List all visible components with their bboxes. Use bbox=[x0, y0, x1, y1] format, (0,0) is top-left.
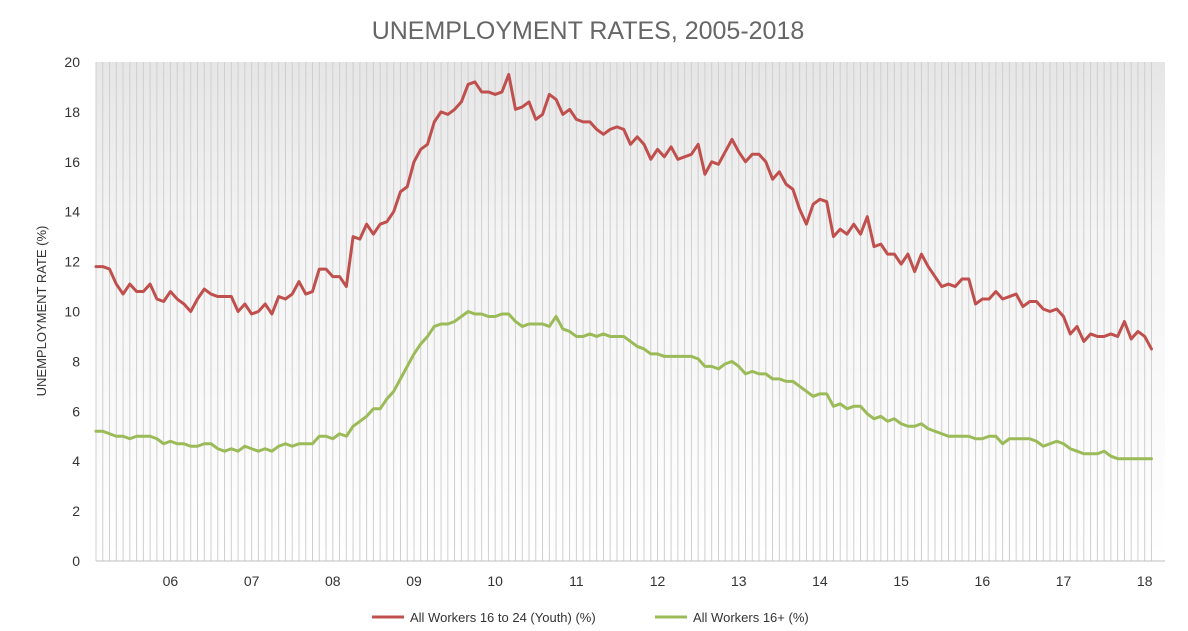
x-tick-label: 14 bbox=[812, 573, 828, 589]
x-tick-label: 10 bbox=[487, 573, 503, 589]
y-tick-label: 16 bbox=[64, 154, 80, 170]
y-tick-label: 4 bbox=[72, 453, 80, 469]
y-tick-label: 18 bbox=[64, 104, 80, 120]
x-tick-label: 07 bbox=[244, 573, 260, 589]
vertical-stripes bbox=[95, 62, 1152, 561]
series-line-youth bbox=[94, 72, 1153, 351]
y-tick-label: 6 bbox=[72, 403, 80, 419]
series-layer bbox=[94, 72, 1153, 461]
y-tick-label: 2 bbox=[72, 503, 80, 519]
x-tick-label: 09 bbox=[406, 573, 422, 589]
y-tick-label: 20 bbox=[64, 54, 80, 70]
y-axis-ticks: 0 2 4 6 8 10 12 14 16 18 20 bbox=[64, 54, 80, 569]
y-tick-label: 0 bbox=[72, 553, 80, 569]
x-axis-ticks: 06 07 08 09 10 11 12 13 14 15 16 17 18 bbox=[163, 573, 1153, 589]
x-tick-label: 15 bbox=[893, 573, 909, 589]
x-tick-label: 11 bbox=[569, 573, 584, 589]
y-tick-label: 14 bbox=[64, 204, 80, 220]
x-tick-label: 06 bbox=[163, 573, 179, 589]
series-line-all bbox=[94, 310, 1153, 461]
legend-item-all: All Workers 16+ (%) bbox=[655, 610, 809, 625]
y-tick-label: 10 bbox=[64, 304, 80, 320]
legend-label-all: All Workers 16+ (%) bbox=[693, 610, 809, 625]
x-tick-label: 08 bbox=[325, 573, 341, 589]
legend-item-youth: All Workers 16 to 24 (Youth) (%) bbox=[372, 610, 596, 625]
x-tick-label: 16 bbox=[975, 573, 991, 589]
legend: All Workers 16 to 24 (Youth) (%) All Wor… bbox=[372, 610, 809, 625]
chart-title: UNEMPLOYMENT RATES, 2005-2018 bbox=[372, 17, 805, 45]
x-tick-label: 17 bbox=[1056, 573, 1072, 589]
x-tick-label: 12 bbox=[650, 573, 666, 589]
y-axis-title: UNEMPLOYMENT RATE (%) bbox=[34, 226, 49, 397]
x-tick-label: 18 bbox=[1137, 573, 1153, 589]
x-tick-label: 13 bbox=[731, 573, 747, 589]
y-tick-label: 12 bbox=[64, 254, 80, 270]
legend-label-youth: All Workers 16 to 24 (Youth) (%) bbox=[410, 610, 596, 625]
y-tick-label: 8 bbox=[72, 353, 80, 369]
